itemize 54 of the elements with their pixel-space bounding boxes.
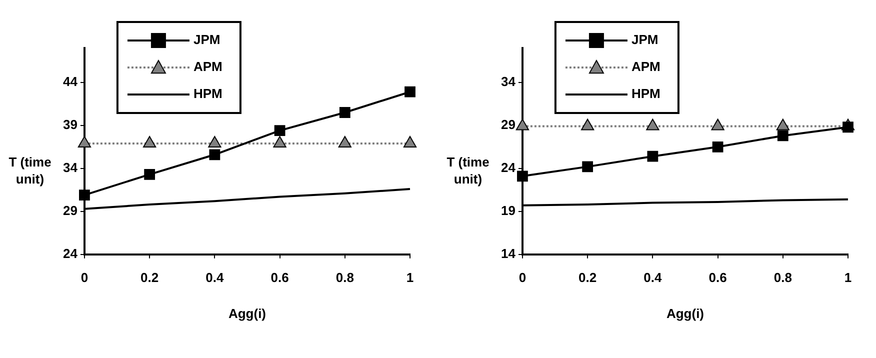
point xyxy=(712,141,724,152)
legend-label: APM xyxy=(193,59,222,74)
point xyxy=(78,136,92,148)
x-tick-label: 0.4 xyxy=(206,270,224,285)
point xyxy=(404,86,416,98)
x-tick-label: 1 xyxy=(844,270,852,285)
y-axis-title: T (time unit) xyxy=(8,154,52,186)
x-tick-label: 0.8 xyxy=(336,270,354,285)
point xyxy=(273,136,286,148)
point xyxy=(143,136,156,148)
y-axis-title: T (time unit) xyxy=(446,154,490,186)
x-tick-label: 0.8 xyxy=(774,270,792,285)
point xyxy=(274,125,286,136)
point xyxy=(711,118,724,130)
point xyxy=(339,107,350,118)
point xyxy=(582,161,594,172)
y-tick-label: 24 xyxy=(500,160,516,175)
x-tick-label: 0 xyxy=(80,270,88,285)
point xyxy=(516,118,530,130)
point xyxy=(208,136,222,148)
point xyxy=(777,130,788,142)
y-tick-label: 19 xyxy=(500,202,516,218)
y-tick-label: 29 xyxy=(500,116,516,132)
legend-label: HPM xyxy=(631,86,660,102)
x-tick-label: 1 xyxy=(406,270,414,285)
y-tick-label: 34 xyxy=(500,74,516,89)
y-tick-label: 44 xyxy=(62,74,78,89)
point xyxy=(776,118,790,130)
y-tick-label: 14 xyxy=(500,246,516,261)
x-tick-label: 0.6 xyxy=(270,270,289,285)
point xyxy=(79,190,90,201)
legend-label: HPM xyxy=(193,86,222,102)
point xyxy=(647,150,658,162)
x-tick-label: 0.6 xyxy=(708,270,727,285)
x-tick-label: 0 xyxy=(518,270,526,285)
point xyxy=(517,170,528,182)
x-axis-title: Agg(i) xyxy=(666,306,704,321)
legend-label: APM xyxy=(631,59,660,74)
legend-label: JPM xyxy=(631,32,658,48)
point xyxy=(581,118,594,130)
y-tick-label: 29 xyxy=(62,202,78,218)
y-tick-label: 24 xyxy=(62,246,78,261)
point xyxy=(646,118,660,130)
point xyxy=(209,149,220,160)
x-tick-label: 0.4 xyxy=(644,270,662,285)
point xyxy=(144,168,156,180)
y-tick-label: 39 xyxy=(62,116,78,132)
point xyxy=(338,136,352,148)
legend-label: JPM xyxy=(193,32,220,48)
x-axis-title: Agg(i) xyxy=(228,306,266,321)
y-tick-label: 34 xyxy=(62,160,78,175)
point xyxy=(403,136,417,148)
x-tick-label: 0.2 xyxy=(578,270,597,285)
x-tick-label: 0.2 xyxy=(140,270,159,285)
